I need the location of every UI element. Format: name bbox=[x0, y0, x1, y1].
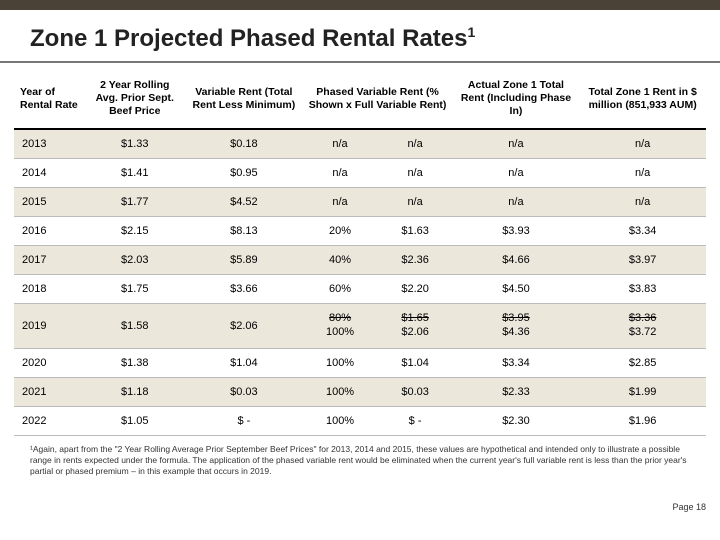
table-row: 2020$1.38$1.04100%$1.04$3.34$2.85 bbox=[14, 348, 706, 377]
cell-phase-pct: n/a bbox=[303, 188, 378, 217]
page-number: Page 18 bbox=[672, 502, 706, 512]
title-row: Zone 1 Projected Phased Rental Rates1 bbox=[0, 10, 720, 61]
table-row: 2014$1.41$0.95n/an/an/an/a bbox=[14, 159, 706, 188]
th-actual: Actual Zone 1 Total Rent (Including Phas… bbox=[453, 69, 580, 129]
footnote-text: ¹Again, apart from the "2 Year Rolling A… bbox=[0, 436, 720, 477]
cell-phase-pct: 100% bbox=[303, 348, 378, 377]
cell-full-variable: n/a bbox=[378, 129, 453, 159]
cell-actual: $2.30 bbox=[453, 406, 580, 435]
table-head: Year of Rental Rate 2 Year Rolling Avg. … bbox=[14, 69, 706, 129]
cell-beef: $1.77 bbox=[84, 188, 185, 217]
cell-phase-pct: 80%100% bbox=[303, 304, 378, 349]
cell-beef: $2.15 bbox=[84, 217, 185, 246]
cell-actual: $4.50 bbox=[453, 275, 580, 304]
cell-beef: $1.75 bbox=[84, 275, 185, 304]
rates-table-wrap: Year of Rental Rate 2 Year Rolling Avg. … bbox=[0, 69, 720, 436]
table-row: 2019$1.58$2.0680%100%$1.65$2.06$3.95$4.3… bbox=[14, 304, 706, 349]
cell-variable: $8.13 bbox=[185, 217, 302, 246]
rates-table: Year of Rental Rate 2 Year Rolling Avg. … bbox=[14, 69, 706, 436]
cell-beef: $1.18 bbox=[84, 377, 185, 406]
th-total: Total Zone 1 Rent in $ million (851,933 … bbox=[579, 69, 706, 129]
cell-beef: $1.05 bbox=[84, 406, 185, 435]
cell-actual: $3.93 bbox=[453, 217, 580, 246]
cell-full-variable: n/a bbox=[378, 159, 453, 188]
cell-actual: n/a bbox=[453, 159, 580, 188]
cell-phase-pct: 20% bbox=[303, 217, 378, 246]
cell-beef: $1.33 bbox=[84, 129, 185, 159]
cell-phase-pct: n/a bbox=[303, 159, 378, 188]
cell-full-variable: $0.03 bbox=[378, 377, 453, 406]
cell-year: 2021 bbox=[14, 377, 84, 406]
cell-actual: $2.33 bbox=[453, 377, 580, 406]
cell-actual: $4.66 bbox=[453, 246, 580, 275]
cell-full-variable: $2.20 bbox=[378, 275, 453, 304]
cell-phase-pct: n/a bbox=[303, 129, 378, 159]
table-row: 2015$1.77$4.52n/an/an/an/a bbox=[14, 188, 706, 217]
cell-phase-pct: 100% bbox=[303, 377, 378, 406]
th-year: Year of Rental Rate bbox=[14, 69, 84, 129]
cell-total: n/a bbox=[579, 129, 706, 159]
cell-variable: $ - bbox=[185, 406, 302, 435]
cell-full-variable: $1.63 bbox=[378, 217, 453, 246]
cell-actual: n/a bbox=[453, 129, 580, 159]
table-row: 2013$1.33$0.18n/an/an/an/a bbox=[14, 129, 706, 159]
top-brand-bar bbox=[0, 0, 720, 10]
cell-beef: $1.58 bbox=[84, 304, 185, 349]
th-phased: Phased Variable Rent (% Shown x Full Var… bbox=[303, 69, 453, 129]
cell-total: n/a bbox=[579, 188, 706, 217]
cell-total: $3.83 bbox=[579, 275, 706, 304]
table-body: 2013$1.33$0.18n/an/an/an/a2014$1.41$0.95… bbox=[14, 129, 706, 435]
cell-variable: $1.04 bbox=[185, 348, 302, 377]
cell-beef: $2.03 bbox=[84, 246, 185, 275]
cell-total: $3.97 bbox=[579, 246, 706, 275]
cell-full-variable: $ - bbox=[378, 406, 453, 435]
cell-actual: $3.95$4.36 bbox=[453, 304, 580, 349]
cell-full-variable: n/a bbox=[378, 188, 453, 217]
page-title: Zone 1 Projected Phased Rental Rates1 bbox=[30, 24, 475, 53]
cell-phase-pct: 100% bbox=[303, 406, 378, 435]
cell-total: $1.99 bbox=[579, 377, 706, 406]
table-row: 2018$1.75$3.6660%$2.20$4.50$3.83 bbox=[14, 275, 706, 304]
cell-total: $1.96 bbox=[579, 406, 706, 435]
cell-variable: $0.95 bbox=[185, 159, 302, 188]
cell-year: 2013 bbox=[14, 129, 84, 159]
cell-total: $3.34 bbox=[579, 217, 706, 246]
title-divider bbox=[0, 61, 720, 63]
cell-full-variable: $2.36 bbox=[378, 246, 453, 275]
cell-actual: n/a bbox=[453, 188, 580, 217]
cell-actual: $3.34 bbox=[453, 348, 580, 377]
cell-phase-pct: 40% bbox=[303, 246, 378, 275]
cell-total: n/a bbox=[579, 159, 706, 188]
cell-beef: $1.38 bbox=[84, 348, 185, 377]
cell-variable: $0.03 bbox=[185, 377, 302, 406]
cell-variable: $3.66 bbox=[185, 275, 302, 304]
cell-variable: $5.89 bbox=[185, 246, 302, 275]
table-row: 2017$2.03$5.8940%$2.36$4.66$3.97 bbox=[14, 246, 706, 275]
cell-variable: $4.52 bbox=[185, 188, 302, 217]
cell-year: 2018 bbox=[14, 275, 84, 304]
cell-full-variable: $1.65$2.06 bbox=[378, 304, 453, 349]
th-var: Variable Rent (Total Rent Less Minimum) bbox=[185, 69, 302, 129]
cell-year: 2017 bbox=[14, 246, 84, 275]
table-row: 2021$1.18$0.03100%$0.03$2.33$1.99 bbox=[14, 377, 706, 406]
cell-year: 2019 bbox=[14, 304, 84, 349]
cell-year: 2022 bbox=[14, 406, 84, 435]
cell-variable: $2.06 bbox=[185, 304, 302, 349]
cell-variable: $0.18 bbox=[185, 129, 302, 159]
table-row: 2022$1.05$ -100%$ -$2.30$1.96 bbox=[14, 406, 706, 435]
cell-total: $3.36$3.72 bbox=[579, 304, 706, 349]
cell-year: 2016 bbox=[14, 217, 84, 246]
cell-full-variable: $1.04 bbox=[378, 348, 453, 377]
cell-year: 2014 bbox=[14, 159, 84, 188]
table-row: 2016$2.15$8.1320%$1.63$3.93$3.34 bbox=[14, 217, 706, 246]
cell-beef: $1.41 bbox=[84, 159, 185, 188]
cell-total: $2.85 bbox=[579, 348, 706, 377]
cell-phase-pct: 60% bbox=[303, 275, 378, 304]
cell-year: 2020 bbox=[14, 348, 84, 377]
cell-year: 2015 bbox=[14, 188, 84, 217]
th-beef: 2 Year Rolling Avg. Prior Sept. Beef Pri… bbox=[84, 69, 185, 129]
